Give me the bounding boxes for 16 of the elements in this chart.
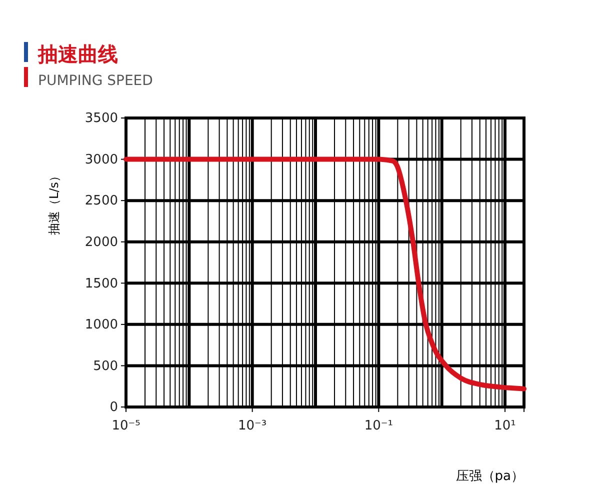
x-axis-title: 压强（pa）: [456, 469, 524, 484]
y-tick-label: 500: [93, 358, 118, 374]
y-tick-label: 3500: [84, 111, 118, 126]
x-tick-label: 10⁻⁵: [112, 418, 140, 434]
x-tick-label: 10⁻³: [238, 418, 267, 434]
y-tick-label: 0: [110, 400, 118, 416]
y-tick-label: 2000: [84, 235, 118, 250]
chart-title: 抽速曲线: [37, 42, 118, 66]
y-tick-label: 1000: [84, 318, 118, 333]
y-tick-label: 1500: [84, 276, 118, 292]
y-tick-label: 3000: [84, 152, 118, 168]
y-tick-label: 2500: [84, 194, 118, 209]
chart-subtitle: PUMPING SPEED: [38, 73, 153, 89]
x-tick-label: 10⁻¹: [364, 418, 393, 434]
y-axis-title: 抽速（L/s）: [47, 170, 61, 235]
x-tick-label: 10¹: [494, 418, 516, 434]
